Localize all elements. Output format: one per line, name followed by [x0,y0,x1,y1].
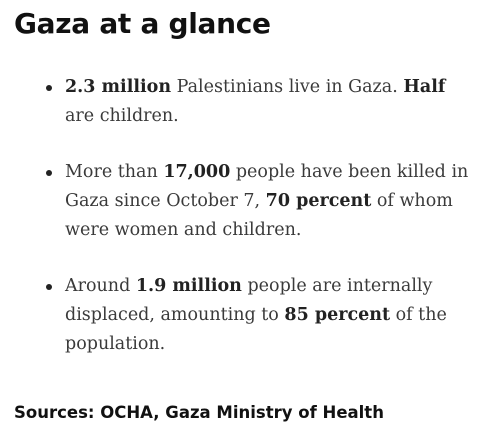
fact-text: people have been killed in Gaza since Oc… [65,162,469,211]
fact-text: Around [65,276,136,296]
fact-highlight: 85 percent [284,305,391,325]
fact-text: of whom were women and children. [65,191,453,240]
fact-text: More than [65,162,164,182]
fact-highlight: Half [403,77,446,97]
fact-highlight: 17,000 [163,162,231,182]
facts-list: 2.3 million Palestinians live in Gaza. H… [45,73,470,386]
fact-item-population: 2.3 million Palestinians live in Gaza. H… [45,73,470,131]
fact-text: Palestinians live in Gaza. [171,77,404,97]
bullet-icon [46,85,52,91]
sources-note: Sources: OCHA, Gaza Ministry of Health [14,403,384,422]
page-title: Gaza at a glance [14,7,271,40]
fact-highlight: 70 percent [265,191,372,211]
fact-highlight: 2.3 million [65,77,172,97]
fact-text: are children. [65,106,179,126]
fact-item-displaced: Around 1.9 million people are internally… [45,272,470,359]
fact-highlight: 1.9 million [135,276,242,296]
fact-item-casualties: More than 17,000 people have been killed… [45,158,470,245]
fact-text: of the population. [65,305,447,354]
fact-text: people are internally displaced, amounti… [65,276,433,325]
bullet-icon [46,170,52,176]
bullet-icon [46,284,52,290]
